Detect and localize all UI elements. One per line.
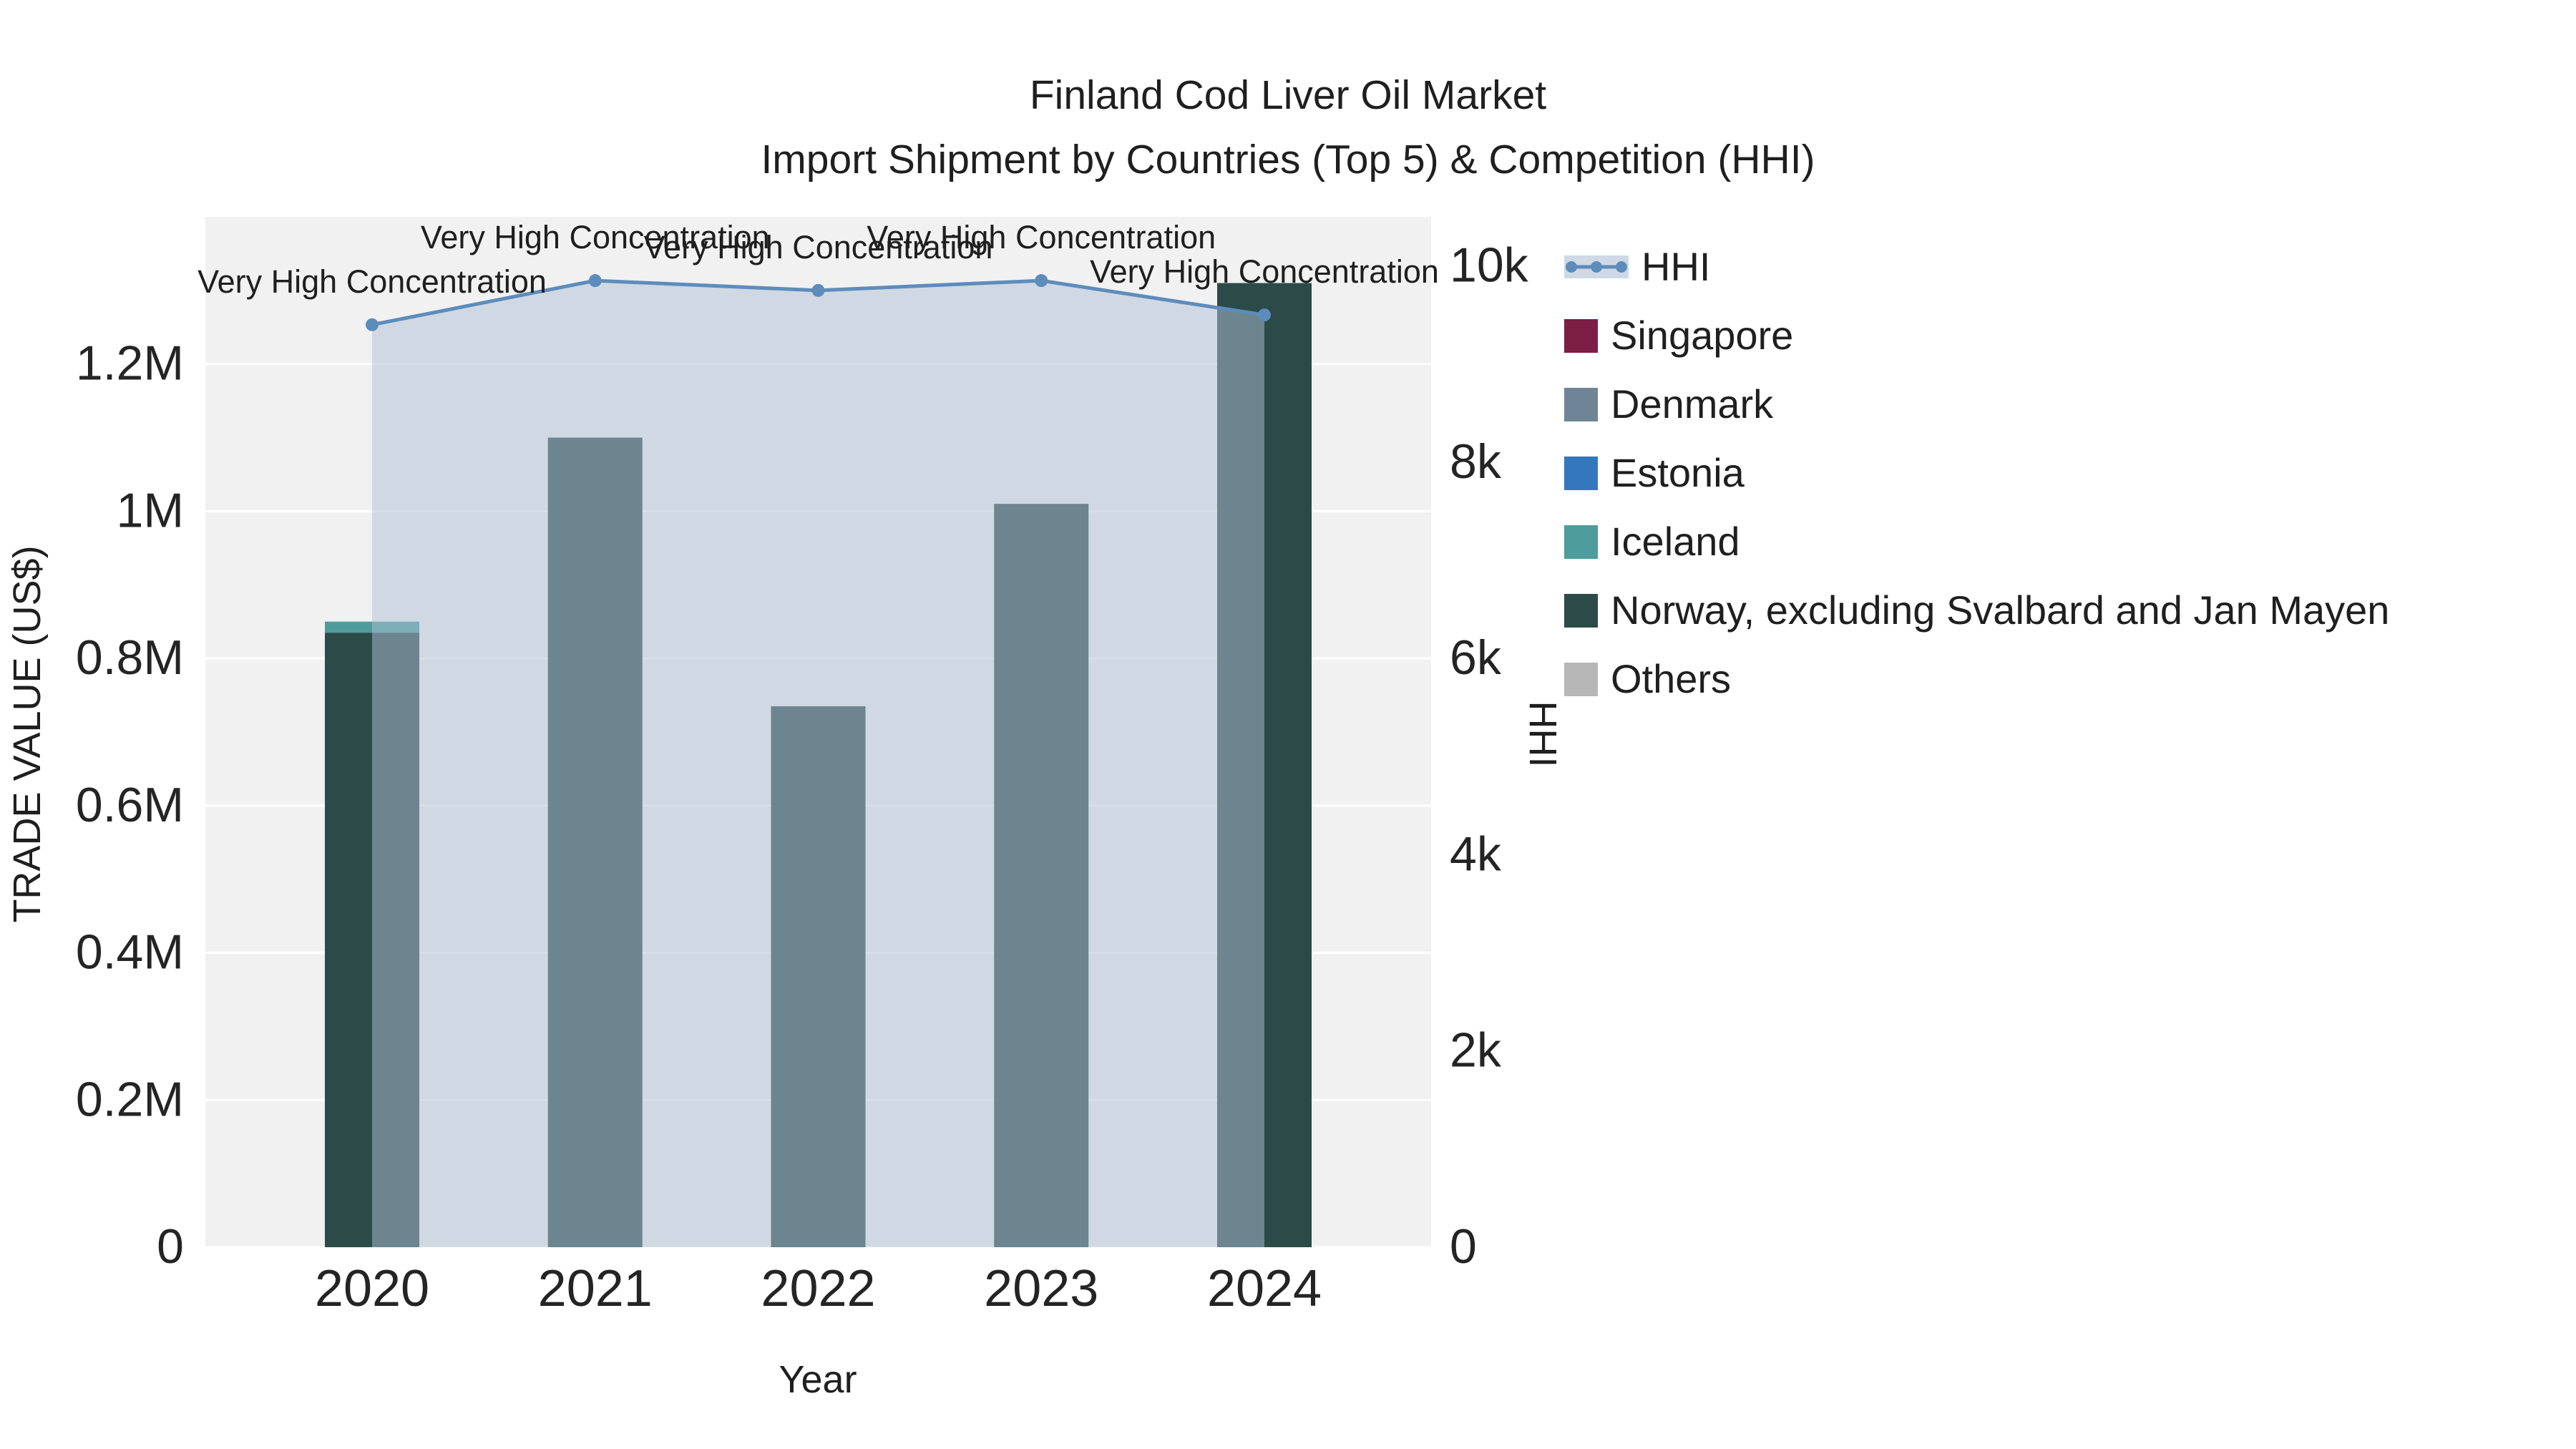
- svg-text:Very High Concentration: Very High Concentration: [1090, 253, 1439, 290]
- page-title-line2: Import Shipment by Countries (Top 5) & C…: [761, 137, 1815, 183]
- svg-text:1M: 1M: [117, 483, 184, 537]
- y-axis-title-left: TRADE VALUE (US$): [6, 545, 49, 923]
- svg-text:6k: 6k: [1450, 630, 1502, 685]
- hhi-marker: [588, 274, 602, 288]
- svg-text:8k: 8k: [1450, 434, 1502, 489]
- legend-item-iceland[interactable]: Iceland: [1564, 521, 2389, 562]
- legend-item-hhi[interactable]: HHI: [1564, 246, 2389, 288]
- svg-text:0.6M: 0.6M: [76, 778, 184, 832]
- hhi-marker: [1258, 308, 1271, 322]
- svg-text:Very High Concentration: Very High Concentration: [197, 263, 547, 300]
- legend-label: Singapore: [1611, 313, 1794, 358]
- x-axis-title: Year: [779, 1358, 857, 1401]
- svg-text:Very High Concentration: Very High Concentration: [644, 229, 993, 265]
- legend-swatch: [1564, 387, 1598, 421]
- legend-label: HHI: [1641, 244, 1711, 289]
- chart-title: Finland Cod Liver Oil Market Import Ship…: [0, 63, 2576, 192]
- legend-item-singapore[interactable]: Singapore: [1564, 315, 2389, 356]
- svg-text:2024: 2024: [1207, 1260, 1322, 1317]
- legend-label: Estonia: [1611, 450, 1745, 495]
- hhi-area: [372, 280, 1264, 1248]
- hhi-marker: [811, 283, 825, 297]
- svg-text:2022: 2022: [761, 1260, 875, 1317]
- svg-text:2020: 2020: [315, 1260, 429, 1317]
- legend-item-denmark[interactable]: Denmark: [1564, 384, 2389, 425]
- svg-text:Very High Concentration: Very High Concentration: [421, 219, 770, 255]
- svg-text:Very High Concentration: Very High Concentration: [867, 219, 1216, 255]
- svg-text:2023: 2023: [984, 1260, 1098, 1317]
- y-axis-title-right: HHI: [1521, 701, 1564, 768]
- svg-text:0.8M: 0.8M: [76, 630, 184, 685]
- svg-text:2k: 2k: [1450, 1023, 1502, 1078]
- legend-label: Iceland: [1611, 519, 1740, 564]
- y-axis-left-ticks: 0 0.2M 0.4M 0.6M 0.8M 1M 1.2M: [76, 336, 184, 1274]
- svg-text:4k: 4k: [1450, 826, 1502, 881]
- legend-item-estonia[interactable]: Estonia: [1564, 452, 2389, 494]
- legend-label: Norway, excluding Svalbard and Jan Mayen: [1611, 587, 2390, 633]
- legend-label: Others: [1611, 656, 1732, 701]
- chart-legend: HHI Singapore Denmark Estonia Iceland Norway,…: [1564, 246, 2389, 727]
- hhi-marker: [366, 318, 379, 331]
- legend-swatch: [1564, 662, 1598, 696]
- hhi-line-swatch: [1564, 255, 1629, 278]
- x-axis-ticks: 2020 2021 2022 2023 2024: [315, 1260, 1322, 1317]
- legend-swatch: [1564, 456, 1598, 490]
- legend-item-norway-excluding-svalbard-and-jan-mayen[interactable]: Norway, excluding Svalbard and Jan Mayen: [1564, 590, 2389, 631]
- svg-text:0: 0: [1450, 1219, 1477, 1274]
- hhi-marker: [1035, 274, 1048, 288]
- svg-text:1.2M: 1.2M: [76, 336, 184, 391]
- legend-label: Denmark: [1611, 381, 1774, 426]
- svg-text:0: 0: [157, 1219, 184, 1274]
- y-axis-right-ticks: 0 2k 4k 6k 8k 10k: [1450, 238, 1529, 1274]
- legend-swatch: [1564, 525, 1598, 559]
- legend-swatch: [1564, 318, 1598, 353]
- svg-text:2021: 2021: [538, 1260, 653, 1317]
- page-title-line1: Finland Cod Liver Oil Market: [1029, 72, 1547, 118]
- svg-text:0.4M: 0.4M: [76, 925, 184, 980]
- svg-text:0.2M: 0.2M: [76, 1072, 184, 1126]
- legend-item-others[interactable]: Others: [1564, 658, 2389, 700]
- legend-swatch: [1564, 593, 1598, 628]
- svg-text:10k: 10k: [1450, 238, 1529, 293]
